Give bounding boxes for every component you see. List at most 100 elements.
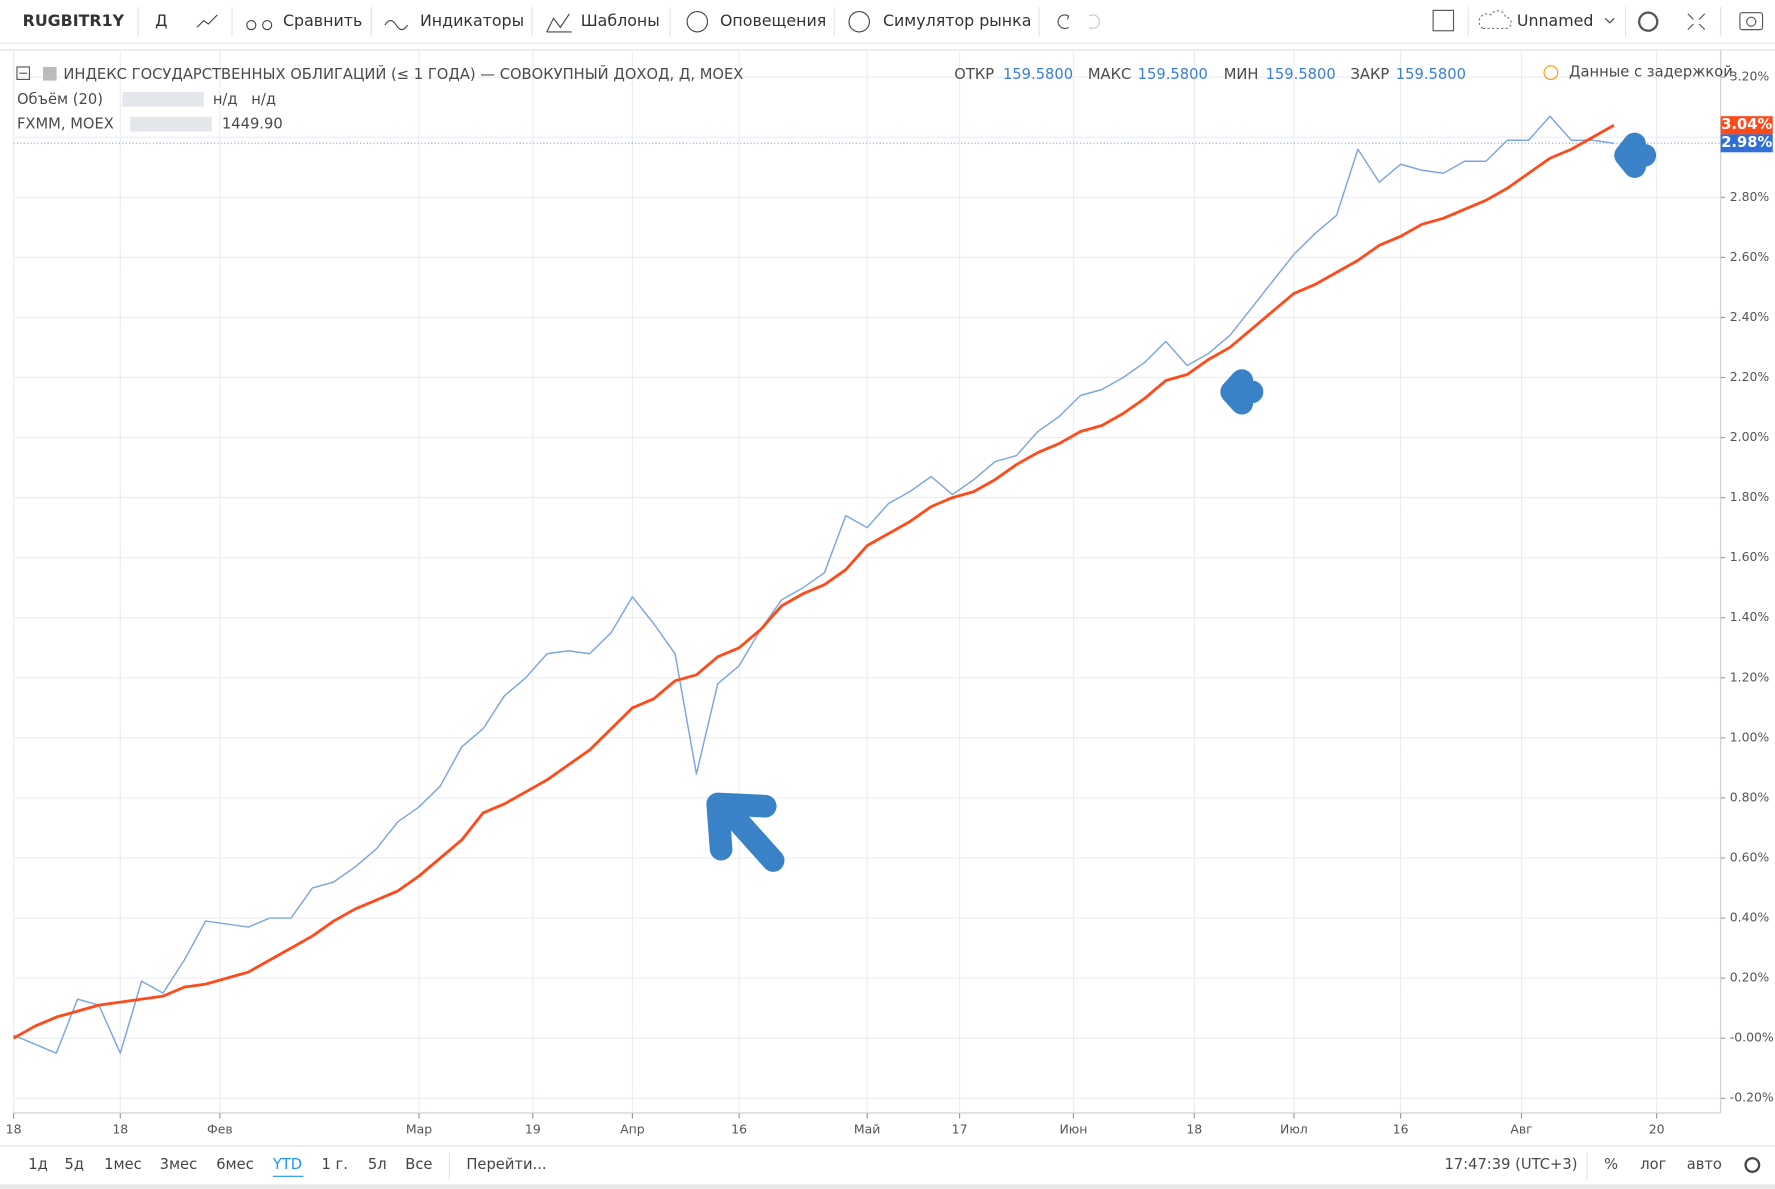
delay-notice[interactable]: Данные с задержкой <box>1569 64 1733 81</box>
y-tick-label: 2.00% <box>1730 429 1770 444</box>
series-line <box>13 115 1615 1054</box>
plot <box>12 115 1721 1054</box>
alerts-button[interactable]: Оповещения <box>720 11 826 30</box>
x-tick-label: 16 <box>1393 1121 1409 1136</box>
volume-value: н/д <box>251 91 276 108</box>
annotation-arrow <box>1614 132 1657 178</box>
ohlc-label: ОТКР <box>954 66 994 83</box>
y-tick-label: 0.60% <box>1730 849 1770 864</box>
range-button[interactable]: 3мес <box>160 1156 198 1173</box>
flag-icon[interactable] <box>43 66 57 81</box>
y-tick-label: 0.80% <box>1730 789 1770 804</box>
bottom-toolbar: 1д 5д 1мес 3мес 6мес YTD 1 г. 5л Все Перейти... <box>28 1152 547 1180</box>
range-button[interactable]: 5л <box>368 1156 387 1173</box>
range-button[interactable]: 5д <box>65 1156 85 1173</box>
redo-icon[interactable] <box>1088 14 1101 30</box>
x-tick-label: Май <box>854 1121 880 1136</box>
y-tick-label: 2.40% <box>1730 309 1770 324</box>
range-button[interactable]: 1 г. <box>321 1156 347 1173</box>
y-tick-label: 1.20% <box>1730 669 1770 684</box>
study-buttons[interactable] <box>122 91 204 107</box>
log-button[interactable]: лог <box>1640 1156 1666 1173</box>
cloud-icon <box>1478 10 1512 30</box>
x-tick-label: 18 <box>6 1121 22 1136</box>
instrument-title: ИНДЕКС ГОСУДАРСТВЕННЫХ ОБЛИГАЦИЙ (≤ 1 ГО… <box>63 65 743 83</box>
volume-value: н/д <box>213 91 238 108</box>
undo-icon[interactable] <box>1057 14 1070 30</box>
delay-icon <box>1543 65 1559 80</box>
snapshot-icon <box>1746 16 1757 27</box>
range-button[interactable]: 1д <box>28 1156 48 1173</box>
alerts-icon <box>686 10 709 33</box>
ohlc-label: МАКС <box>1088 66 1131 83</box>
x-tick-label: 19 <box>525 1121 541 1136</box>
y-tick-label: -0.00% <box>1730 1030 1774 1045</box>
fullscreen-layout-icon[interactable] <box>1432 9 1455 32</box>
range-button[interactable]: 1мес <box>104 1156 142 1173</box>
last-value-label: 3.04% <box>1721 116 1772 133</box>
y-tick-label: 2.60% <box>1730 249 1770 264</box>
bottom-strip <box>0 1184 1775 1189</box>
compare-icon <box>246 20 257 31</box>
x-tick-label: 18 <box>1186 1121 1202 1136</box>
chart-type-icon[interactable] <box>196 14 218 28</box>
y-tick-label: 2.80% <box>1730 189 1770 204</box>
indicators-icon <box>384 20 409 31</box>
goto-button[interactable]: Перейти... <box>466 1156 546 1173</box>
y-tick-label: 1.00% <box>1730 729 1770 744</box>
settings-icon[interactable] <box>1744 1157 1761 1173</box>
y-tick-label: 1.60% <box>1730 549 1770 564</box>
replay-icon <box>848 10 870 33</box>
x-tick-label: 17 <box>952 1121 968 1136</box>
compare-icon <box>262 20 273 31</box>
range-button[interactable]: YTD <box>272 1156 302 1173</box>
indicators-button[interactable]: Индикаторы <box>420 11 524 30</box>
ohlc-value: 159.5800 <box>1266 66 1336 83</box>
clock: 17:47:39 (UTC+3) <box>1444 1156 1577 1173</box>
dropdown-icon[interactable] <box>1604 17 1615 24</box>
ohlc-label: ЗАКР <box>1350 66 1389 83</box>
range-button[interactable]: 6мес <box>216 1156 254 1173</box>
last-value-badge <box>1720 134 1773 153</box>
annotation-arrow <box>1220 369 1264 415</box>
y-tick-label: 1.80% <box>1730 489 1770 504</box>
templates-button[interactable]: Шаблоны <box>581 11 660 30</box>
interval[interactable]: Д <box>155 11 167 30</box>
snapshot-icon[interactable] <box>1739 12 1764 31</box>
y-tick-label: 0.20% <box>1730 970 1770 985</box>
collapse-icon[interactable] <box>16 66 30 80</box>
x-tick-label: Июл <box>1280 1121 1308 1136</box>
symbol[interactable]: RUGBITR1Y <box>23 11 125 30</box>
y-tick-label: -0.20% <box>1730 1090 1774 1105</box>
compare-legend: FXMM, MOEX <box>17 116 114 133</box>
x-tick-label: 18 <box>112 1121 128 1136</box>
x-tick-label: Апр <box>620 1121 645 1136</box>
x-tick-label: Июн <box>1059 1121 1087 1136</box>
volume-label: Объём (20) <box>17 91 103 108</box>
y-tick-label: 3.20% <box>1730 69 1770 84</box>
ohlc-value: 159.5800 <box>1003 66 1073 83</box>
compare-value: 1449.90 <box>222 116 283 133</box>
x-tick-label: Фев <box>207 1121 233 1136</box>
compare-button[interactable]: Сравнить <box>283 11 362 30</box>
study-buttons[interactable] <box>130 116 212 132</box>
fullscreen-icon[interactable] <box>1687 13 1706 31</box>
last-value-badge <box>1720 116 1773 135</box>
annotation-arrow <box>706 792 785 872</box>
y-tick-label: 0.40% <box>1730 910 1770 925</box>
templates-icon <box>546 13 572 33</box>
x-tick-label: Мар <box>406 1121 432 1136</box>
layout-name[interactable]: Unnamed <box>1517 11 1594 30</box>
x-tick-label: 16 <box>731 1121 747 1136</box>
auto-button[interactable]: авто <box>1687 1156 1722 1173</box>
y-tick-label: 2.20% <box>1730 369 1770 384</box>
ohlc-value: 159.5800 <box>1138 66 1208 83</box>
range-button[interactable]: Все <box>405 1156 432 1173</box>
ohlc-label: МИН <box>1224 66 1259 83</box>
replay-button[interactable]: Симулятор рынка <box>883 11 1031 30</box>
settings-icon[interactable] <box>1638 11 1659 32</box>
percent-button[interactable]: % <box>1604 1156 1618 1173</box>
